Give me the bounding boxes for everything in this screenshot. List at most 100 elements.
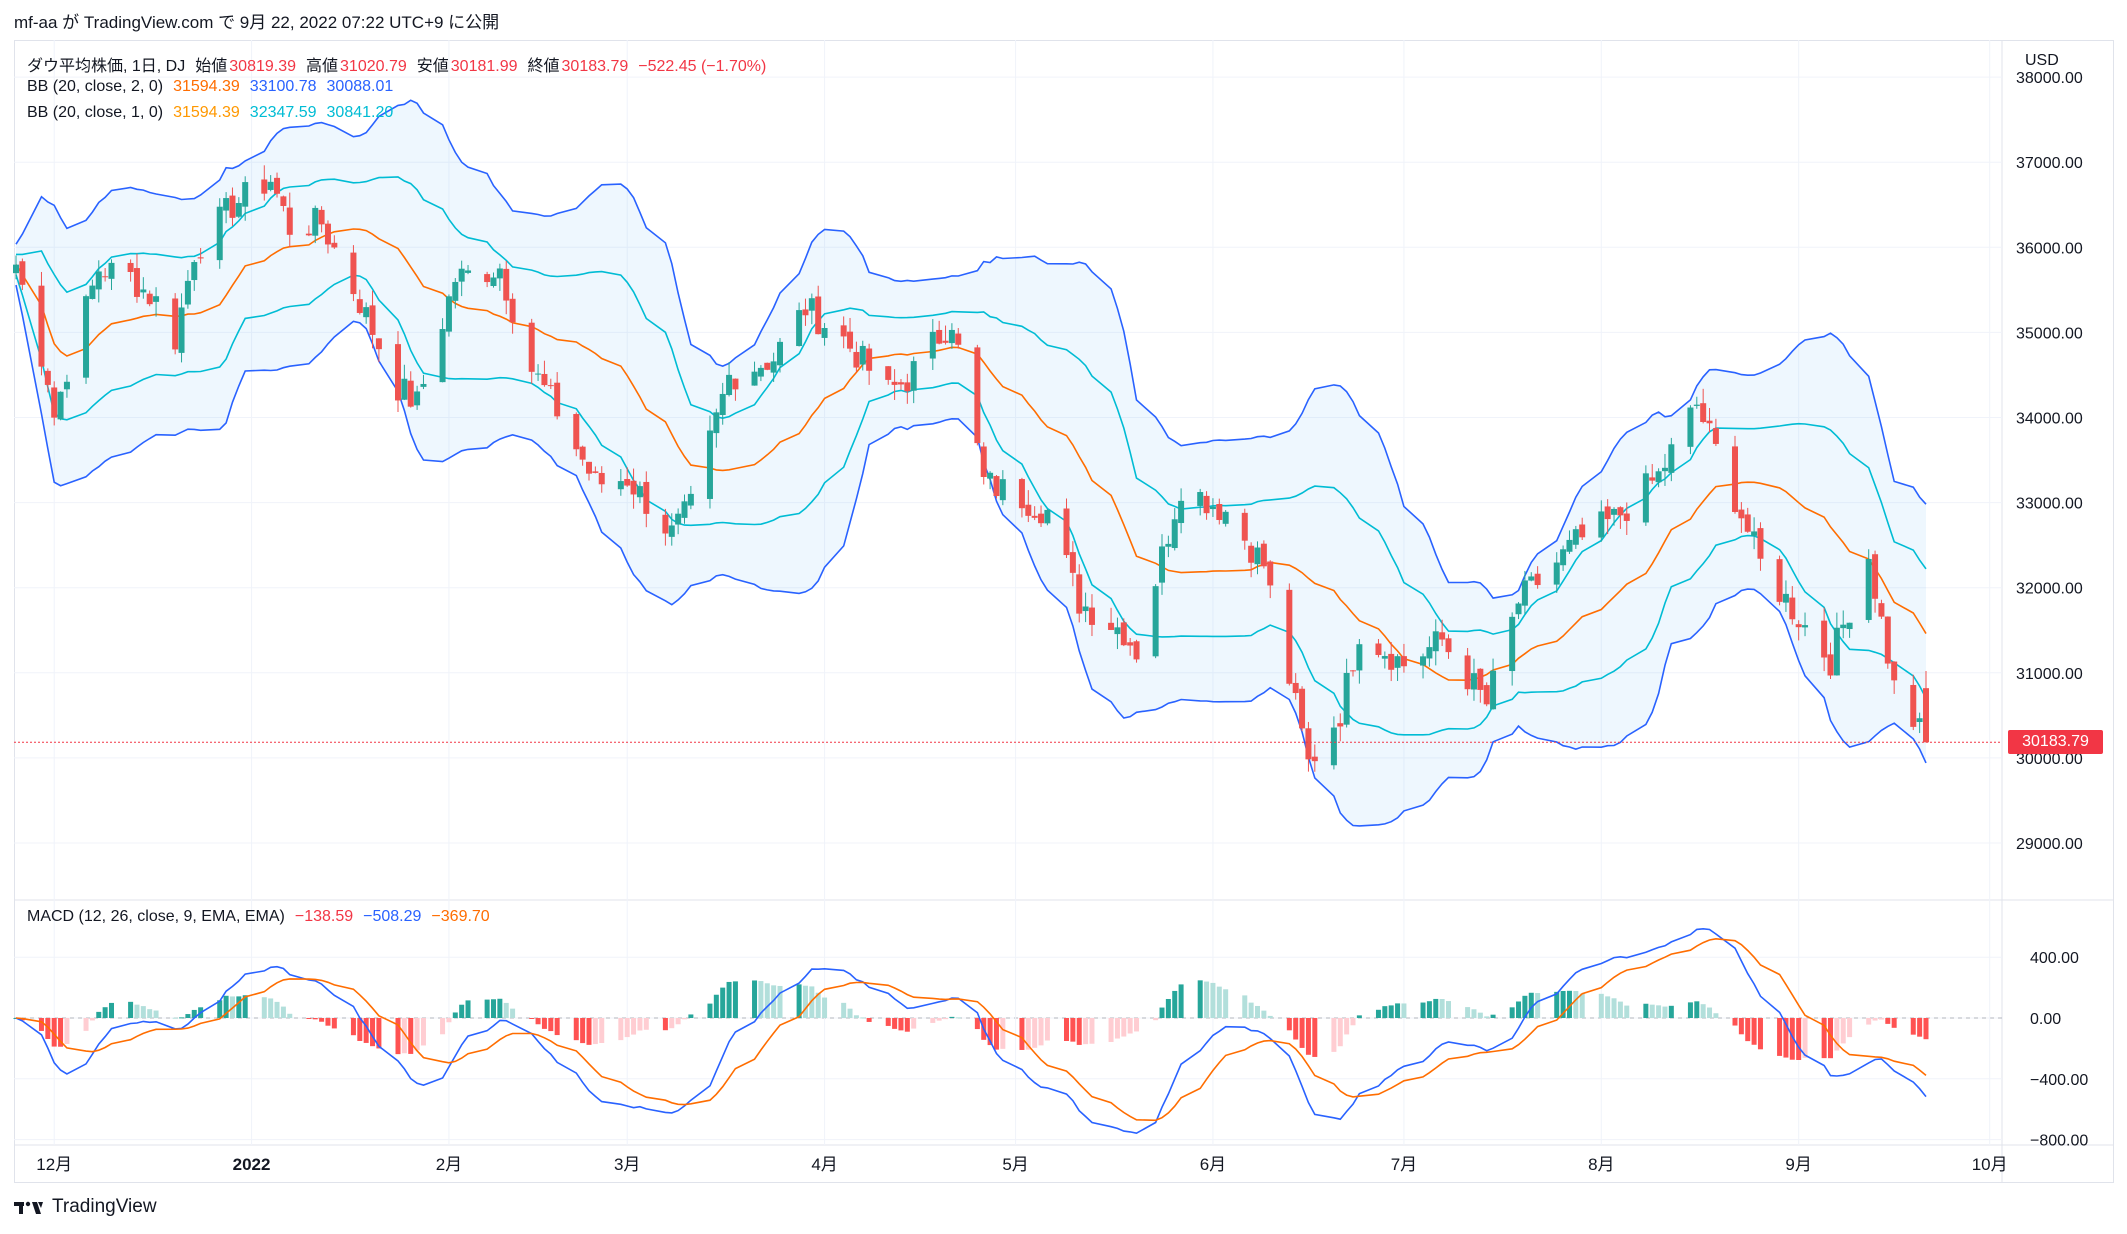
candle-body (732, 378, 739, 390)
candle-body (509, 298, 516, 323)
macd-hist-bar (580, 1018, 586, 1044)
candle-body (598, 472, 605, 485)
macd-hist-bar (1019, 1018, 1025, 1050)
candle-body (1910, 684, 1917, 727)
candle-body (1114, 627, 1121, 635)
candle-body (331, 242, 338, 248)
macd-hist-bar (1643, 1003, 1649, 1018)
candle-body (63, 381, 70, 390)
candle-body (573, 414, 580, 450)
candle-body (528, 322, 535, 372)
price-tick-label: 36000.00 (2016, 240, 2083, 257)
macd-hist-bar (1439, 998, 1445, 1018)
macd-hist-bar (1044, 1018, 1050, 1041)
macd-hist-bar (395, 1018, 401, 1055)
candle-body (1642, 473, 1649, 523)
macd-hist-bar (930, 1018, 936, 1023)
macd-hist-bar (974, 1018, 980, 1030)
close-value: 30183.79 (561, 58, 629, 75)
macd-line (15, 927, 1927, 1135)
macd-hist-bar (1923, 1018, 1929, 1040)
macd-hist-bar (96, 1011, 102, 1018)
candle-body (1782, 593, 1789, 603)
macd-hist-bar (1656, 1005, 1662, 1018)
macd-hist-bar (401, 1018, 407, 1054)
macd-hist-bar (420, 1018, 426, 1046)
candle-body (592, 471, 599, 473)
candle-body (414, 391, 421, 406)
bb2-lower: 30841.20 (326, 104, 394, 121)
candle-body (866, 348, 873, 371)
high-label: 高値 (306, 58, 339, 75)
macd-hist-bar (1751, 1018, 1757, 1045)
signal-line (15, 937, 1927, 1122)
macd-hist-bar (261, 997, 267, 1018)
candle-body (191, 262, 198, 281)
macd-hist-bar (662, 1018, 668, 1031)
candle-body (108, 262, 115, 279)
macd-hist-bar (1617, 1001, 1623, 1018)
macd-line-value: −508.29 (363, 908, 422, 925)
macd-hist-bar (1223, 989, 1229, 1018)
macd-hist-bar (847, 1008, 853, 1018)
candle-body (948, 329, 955, 344)
candle-body (1292, 682, 1299, 694)
candle-body (1127, 642, 1134, 646)
candle-body (1891, 661, 1898, 681)
candle-body (904, 382, 911, 392)
macd-hist-bar (764, 983, 770, 1018)
candle-body (1152, 586, 1159, 657)
candle-body (1426, 647, 1433, 659)
footer-brand-text: TradingView (52, 1196, 157, 1217)
macd-hist-bar (1293, 1018, 1299, 1040)
macd-hist-bar (1917, 1018, 1923, 1037)
macd-hist-bar (1000, 1018, 1006, 1049)
macd-hist-bar (236, 996, 242, 1018)
macd-hist-bar (758, 981, 764, 1018)
macd-hist-bar (153, 1010, 159, 1018)
macd-hist-bar (1700, 1004, 1706, 1018)
candle-body (1923, 688, 1929, 743)
candle-body (490, 277, 497, 287)
macd-hist-bar (1509, 1007, 1515, 1018)
macd-hist-bar (802, 985, 808, 1018)
candle-body (153, 296, 160, 302)
macd-hist-bar (841, 1002, 847, 1018)
macd-hist-bar (1337, 1018, 1343, 1047)
candle-body (242, 182, 249, 207)
macd-hist-bar (720, 987, 726, 1018)
macd-hist-bar (1840, 1018, 1846, 1044)
candle-body (1560, 549, 1567, 566)
macd-hist-bar (885, 1018, 891, 1026)
candle-body (1827, 654, 1834, 676)
candle-body (235, 203, 242, 217)
candle-body (617, 481, 624, 490)
candle-body (579, 446, 586, 460)
candle-body (974, 347, 981, 444)
candle-body (726, 374, 733, 396)
macd-hist-bar (1477, 1012, 1483, 1018)
macd-hist-bar (1713, 1013, 1719, 1018)
macd-hist-bar (89, 1018, 95, 1021)
candle-body (1528, 576, 1535, 581)
candle-body (1604, 506, 1611, 520)
macd-hist-bar (955, 1017, 961, 1019)
macd-hist-bar (1197, 980, 1203, 1018)
low-label: 安値 (416, 58, 449, 75)
macd-hist-bar (287, 1013, 293, 1018)
candlesticks (13, 165, 2002, 772)
macd-hist-bar (1624, 1005, 1630, 1018)
macd-tick-label: −400.00 (2030, 1072, 2088, 1089)
macd-hist-bar (1668, 1005, 1674, 1018)
macd-hist-bar (1490, 1014, 1496, 1018)
candle-body (503, 268, 510, 301)
macd-hist-bar (707, 1003, 713, 1018)
candle-body (1260, 543, 1267, 567)
candle-body (172, 298, 179, 350)
candle-body (662, 514, 669, 534)
macd-hist-bar (573, 1018, 579, 1041)
macd-hist-bar (675, 1018, 681, 1025)
macd-hist-bar (191, 1009, 197, 1018)
candle-body (713, 412, 720, 434)
